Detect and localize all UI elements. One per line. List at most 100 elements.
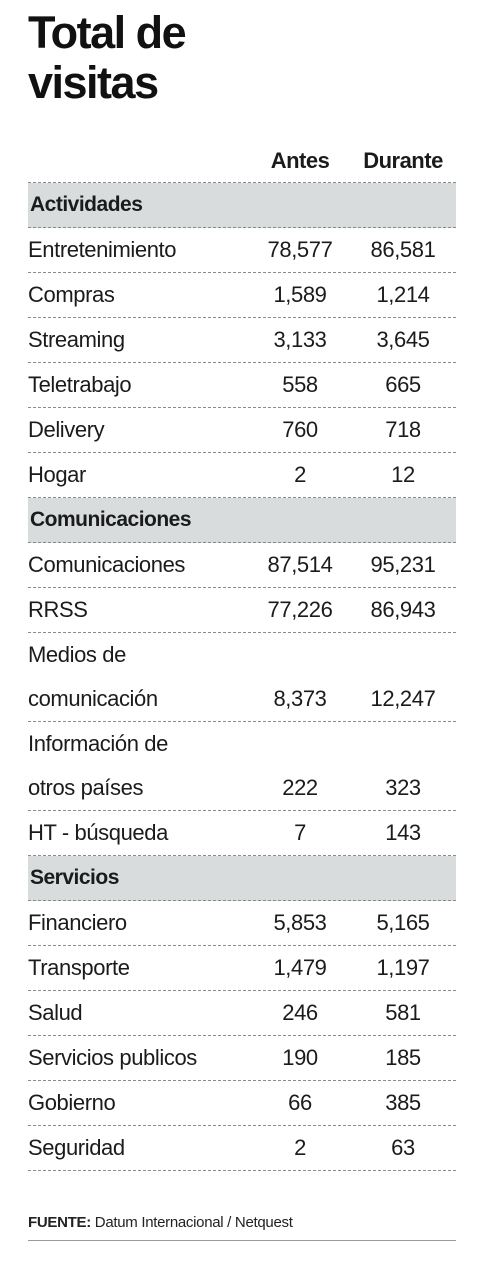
- value-antes: 78,577: [267, 237, 333, 262]
- table-row: Delivery 760 718: [28, 408, 456, 453]
- table-row: Streaming 3,133 3,645: [28, 318, 456, 363]
- row-label-line: Transporte: [28, 955, 130, 980]
- value-durante: 86,943: [370, 597, 436, 622]
- source-label: FUENTE:: [28, 1214, 91, 1231]
- value-durante: 581: [385, 1000, 421, 1025]
- row-label-line: HT - búsqueda: [28, 820, 168, 845]
- row-label: Transporte: [28, 946, 250, 990]
- value-antes: 7: [294, 820, 306, 845]
- table-row: Salud 246 581: [28, 991, 456, 1036]
- value-durante: 63: [391, 1135, 415, 1160]
- value-antes: 66: [288, 1090, 312, 1115]
- value-durante: 185: [385, 1045, 421, 1070]
- table-header: Antes Durante: [28, 140, 456, 183]
- value-antes: 77,226: [267, 597, 333, 622]
- title-line-2: visitas: [28, 57, 159, 108]
- row-label-line: Servicios publicos: [28, 1045, 197, 1070]
- row-label-line: Teletrabajo: [28, 372, 132, 397]
- row-label-line: Financiero: [28, 910, 127, 935]
- row-label-line: Seguridad: [28, 1135, 125, 1160]
- row-label: Hogar: [28, 453, 250, 497]
- value-antes: 8,373: [273, 686, 327, 711]
- row-label-line: Medios de: [28, 642, 126, 667]
- value-durante: 95,231: [370, 552, 436, 577]
- table-row: Entretenimiento 78,577 86,581: [28, 228, 456, 273]
- row-label: Streaming: [28, 318, 250, 362]
- row-label: Salud: [28, 991, 250, 1035]
- value-antes: 190: [282, 1045, 318, 1070]
- row-label-line: otros países: [28, 775, 144, 800]
- row-label: RRSS: [28, 588, 250, 632]
- value-durante: 1,214: [376, 282, 430, 307]
- value-antes: 1,589: [273, 282, 327, 307]
- row-label-line: Información de: [28, 731, 168, 756]
- row-label-line: Delivery: [28, 417, 105, 442]
- value-durante: 86,581: [370, 237, 436, 262]
- value-antes: 760: [282, 417, 318, 442]
- value-antes: 2: [294, 1135, 306, 1160]
- table-row: RRSS 77,226 86,943: [28, 588, 456, 633]
- row-label: Teletrabajo: [28, 363, 250, 407]
- row-label: Medios de comunicación: [28, 633, 250, 721]
- section-header: Comunicaciones: [28, 498, 456, 543]
- column-header-durante: Durante: [363, 148, 443, 173]
- title-line-1: Total de: [28, 7, 187, 58]
- section-header: Actividades: [28, 183, 456, 228]
- row-label: Servicios publicos: [28, 1036, 250, 1080]
- value-antes: 5,853: [273, 910, 327, 935]
- table-row: Teletrabajo 558 665: [28, 363, 456, 408]
- row-label-line: Streaming: [28, 327, 125, 352]
- value-durante: 3,645: [376, 327, 430, 352]
- value-durante: 5,165: [376, 910, 430, 935]
- row-label: Entretenimiento: [28, 228, 250, 272]
- value-antes: 222: [282, 775, 318, 800]
- table-row: Información de otros países 222 323: [28, 722, 456, 811]
- value-antes: 3,133: [273, 327, 327, 352]
- table-body: Actividades Entretenimiento 78,577 86,581 Co…: [28, 183, 456, 1171]
- row-label: Financiero: [28, 901, 250, 945]
- source-text: Datum Internacional / Netquest: [94, 1214, 293, 1231]
- row-label-line: Salud: [28, 1000, 83, 1025]
- row-label: Comunicaciones: [28, 543, 250, 587]
- table-row: Medios de comunicación 8,373 12,247: [28, 633, 456, 722]
- value-antes: 1,479: [273, 955, 327, 980]
- value-antes: 246: [282, 1000, 318, 1025]
- section-header: Servicios: [28, 856, 456, 901]
- value-durante: 1,197: [376, 955, 430, 980]
- value-durante: 323: [385, 775, 421, 800]
- row-label: Seguridad: [28, 1126, 250, 1170]
- row-label: Delivery: [28, 408, 250, 452]
- bottom-divider: [28, 1240, 456, 1241]
- value-durante: 143: [385, 820, 421, 845]
- value-durante: 718: [385, 417, 421, 442]
- value-antes: 87,514: [267, 552, 333, 577]
- table-row: Financiero 5,853 5,165: [28, 901, 456, 946]
- table-row: Gobierno 66 385: [28, 1081, 456, 1126]
- row-label-line: Compras: [28, 282, 115, 307]
- row-label-line: Gobierno: [28, 1090, 116, 1115]
- row-label-line: RRSS: [28, 597, 88, 622]
- value-durante: 665: [385, 372, 421, 397]
- row-label: Compras: [28, 273, 250, 317]
- value-antes: 558: [282, 372, 318, 397]
- value-antes: 2: [294, 462, 306, 487]
- table-row: Transporte 1,479 1,197: [28, 946, 456, 991]
- value-durante: 12: [391, 462, 415, 487]
- row-label: HT - búsqueda: [28, 811, 250, 855]
- column-header-antes: Antes: [270, 148, 330, 173]
- value-durante: 385: [385, 1090, 421, 1115]
- table-row: Seguridad 2 63: [28, 1126, 456, 1171]
- page-title: Total de visitas: [28, 7, 187, 108]
- row-label-line: Comunicaciones: [28, 552, 186, 577]
- table-row: Hogar 2 12: [28, 453, 456, 498]
- row-label-line: Entretenimiento: [28, 237, 177, 262]
- table-row: HT - búsqueda 7 143: [28, 811, 456, 856]
- source-note: FUENTE: Datum Internacional / Netquest: [28, 1214, 293, 1231]
- row-label-line: comunicación: [28, 686, 158, 711]
- table-row: Compras 1,589 1,214: [28, 273, 456, 318]
- row-label-line: Hogar: [28, 462, 86, 487]
- table-row: Servicios publicos 190 185: [28, 1036, 456, 1081]
- row-label: Información de otros países: [28, 722, 250, 810]
- table-row: Comunicaciones 87,514 95,231: [28, 543, 456, 588]
- row-label: Gobierno: [28, 1081, 250, 1125]
